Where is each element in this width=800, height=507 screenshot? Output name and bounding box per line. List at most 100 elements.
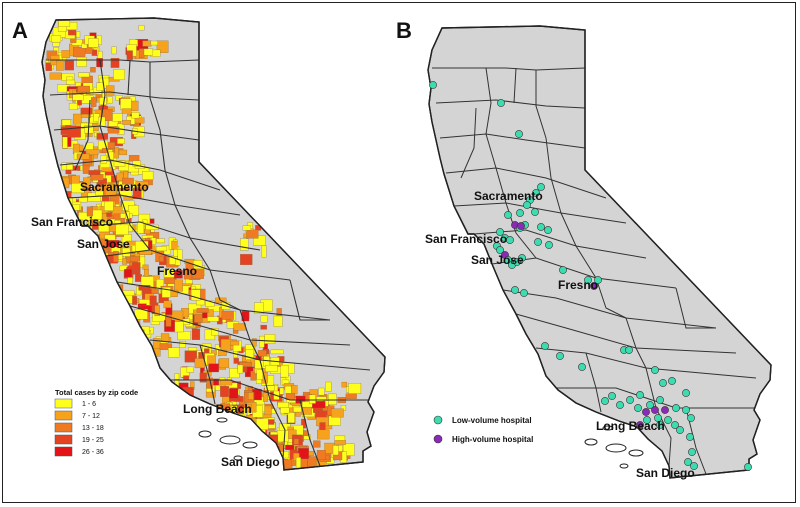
- county-line: [502, 289, 717, 329]
- zip-area: [260, 324, 267, 330]
- low-volume-hospital-marker: [634, 404, 642, 412]
- zip-area: [316, 450, 326, 460]
- low-volume-hospital-marker: [556, 352, 564, 360]
- zip-area: [240, 254, 253, 265]
- legend-label: 1 - 6: [82, 401, 96, 408]
- county-line: [53, 125, 200, 141]
- zip-area: [113, 69, 125, 80]
- zip-area: [62, 136, 68, 149]
- state-boundary-b: [427, 25, 772, 479]
- zip-area: [291, 385, 298, 395]
- zip-area: [213, 378, 219, 386]
- zip-area: [242, 430, 250, 439]
- zip-area: [125, 316, 131, 325]
- zip-area: [100, 155, 107, 164]
- low-volume-hospital-marker: [520, 289, 528, 297]
- county-line: [105, 249, 291, 281]
- high-volume-hospital-marker: [642, 408, 650, 416]
- zip-area: [51, 35, 62, 43]
- zip-area: [191, 328, 201, 340]
- low-volume-hospital-marker: [656, 421, 664, 429]
- legend-label: Low-volume hospital: [452, 416, 532, 425]
- low-volume-hospital-marker: [516, 209, 524, 217]
- zip-area: [139, 48, 145, 59]
- legend-swatch: [54, 410, 73, 421]
- legend-label: 13 - 18: [82, 425, 104, 432]
- channel-islands-a: [198, 417, 258, 461]
- zip-area: [260, 315, 268, 323]
- zip-area: [194, 314, 203, 323]
- zip-area: [194, 358, 205, 369]
- zip-area: [208, 363, 219, 373]
- zip-area: [245, 349, 254, 360]
- zip-area: [99, 97, 107, 106]
- legend-item: 19 - 25: [54, 434, 104, 445]
- zip-area: [161, 287, 171, 298]
- county-line: [149, 339, 371, 371]
- zip-area: [177, 249, 183, 260]
- zip-area: [270, 349, 284, 355]
- zip-area: [204, 348, 210, 353]
- zip-area: [73, 46, 86, 57]
- zip-area: [156, 40, 169, 53]
- zip-area: [171, 310, 184, 322]
- low-volume-hospital-marker: [687, 414, 695, 422]
- zip-area: [135, 274, 142, 282]
- zip-area: [71, 175, 80, 184]
- zip-area: [122, 177, 134, 185]
- zip-area: [248, 428, 259, 440]
- low-volume-hospital-marker: [531, 208, 539, 216]
- low-volume-hospital-marker: [601, 397, 609, 405]
- city-label-san-jose-b: San Jose: [471, 253, 524, 267]
- zip-area: [328, 415, 341, 426]
- county-line: [99, 59, 106, 127]
- zip-area: [105, 184, 117, 197]
- low-volume-hospital-marker: [676, 426, 684, 434]
- zip-area: [229, 388, 239, 399]
- zip-area: [196, 308, 209, 313]
- zip-area: [142, 171, 154, 180]
- panel-a-zip-cases-map: A Total cases by zip code 1 - 6 7 - 12 1…: [12, 17, 386, 471]
- zip-area: [121, 108, 132, 114]
- low-volume-hospital-marker: [608, 392, 616, 400]
- island: [584, 438, 598, 446]
- zip-area: [252, 338, 257, 347]
- zip-area: [331, 408, 344, 418]
- zip-area: [183, 375, 190, 381]
- low-volume-hospital-marker: [559, 266, 567, 274]
- county-line: [199, 344, 216, 405]
- legend-swatch: [54, 422, 73, 433]
- zip-area: [138, 25, 145, 31]
- zip-area: [68, 29, 77, 36]
- county-line: [119, 194, 151, 251]
- low-volume-hospital-marker: [664, 416, 672, 424]
- zip-area: [252, 433, 258, 441]
- county-line: [209, 269, 241, 311]
- zip-area: [81, 43, 88, 49]
- zip-area: [193, 260, 203, 268]
- channel-islands-b: [584, 425, 644, 469]
- zip-area: [295, 457, 301, 470]
- zip-area: [341, 381, 348, 388]
- island: [219, 435, 241, 445]
- zip-area: [264, 334, 276, 344]
- zip-area: [78, 72, 90, 78]
- zip-area: [156, 238, 165, 244]
- zip-area: [128, 205, 139, 216]
- zip-area: [52, 42, 60, 47]
- zip-area: [72, 94, 84, 101]
- low-volume-hospital-marker: [684, 458, 692, 466]
- zip-area: [88, 170, 101, 175]
- zip-area: [78, 197, 88, 203]
- zip-area: [207, 316, 219, 322]
- county-line: [74, 99, 91, 171]
- zip-area: [248, 392, 254, 400]
- county-line: [59, 159, 221, 191]
- high-volume-hospital-marker: [636, 421, 644, 429]
- city-label-san-jose-a: San Jose: [77, 237, 130, 251]
- low-volume-hospital-marker: [523, 201, 531, 209]
- zip-area: [184, 350, 197, 363]
- zip-area: [91, 97, 97, 107]
- county-line: [453, 202, 627, 224]
